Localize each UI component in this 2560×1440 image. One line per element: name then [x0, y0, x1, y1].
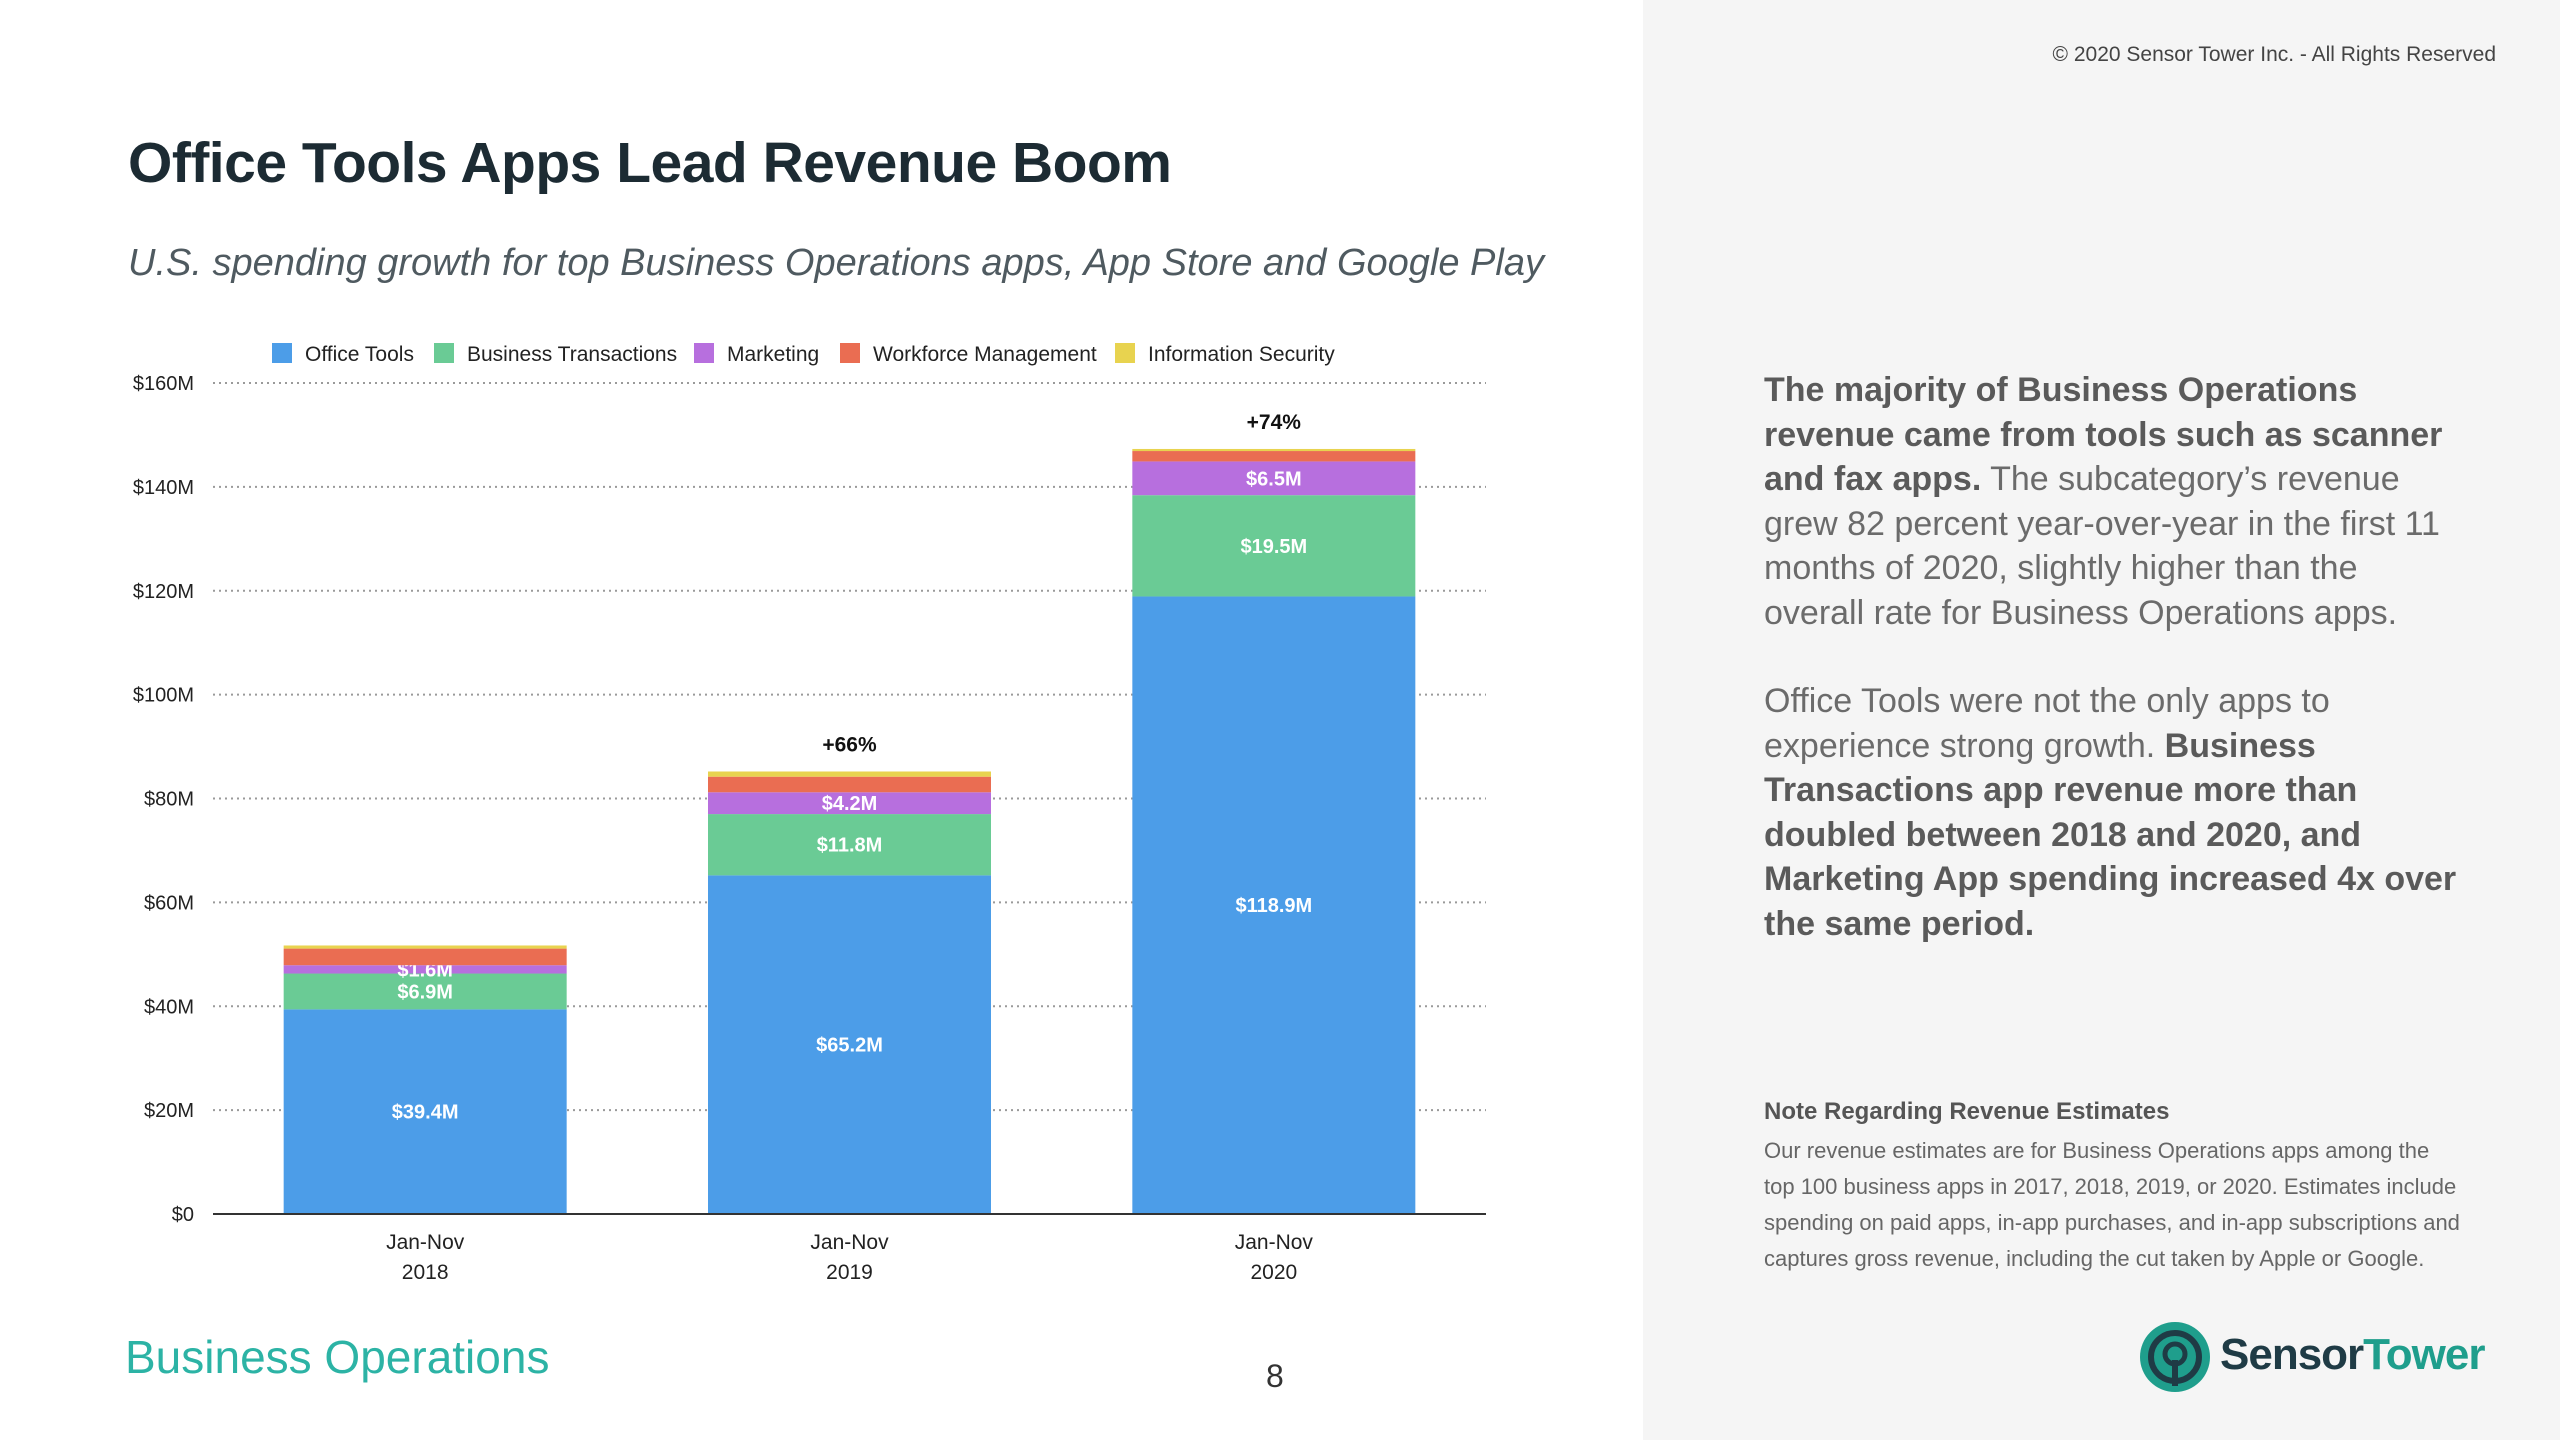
bar-data-label: $65.2M — [816, 1035, 883, 1057]
bar-segment — [708, 776, 991, 793]
commentary-p2-lead: Office Tools were not the only apps to e… — [1764, 682, 2330, 765]
commentary-paragraph-1: The majority of Business Operations reve… — [1764, 368, 2464, 635]
bar-data-label: $118.9M — [1235, 895, 1312, 917]
bar-segment — [283, 1009, 567, 1214]
legend-label: Business Transactions — [467, 343, 677, 366]
legend-swatch — [272, 343, 292, 363]
y-tick-label: $40M — [144, 996, 194, 1018]
x-tick-label: 2020 — [1250, 1261, 1297, 1284]
bar-segment — [1132, 448, 1416, 452]
logo-word-sensor: Sensor — [2220, 1330, 2364, 1379]
bar-data-label: $4.2M — [822, 793, 878, 815]
page-number: 8 — [1266, 1358, 1284, 1394]
note-title: Note Regarding Revenue Estimates — [1764, 1098, 2170, 1125]
sensor-tower-logo: SensorTower — [2140, 1318, 2485, 1398]
commentary-p2-bold: Business Transactions app revenue more t… — [1764, 726, 2457, 943]
legend-label: Marketing — [727, 343, 819, 366]
x-tick-label: 2018 — [402, 1261, 449, 1284]
y-tick-label: $20M — [144, 1100, 194, 1122]
bar-data-label: $6.9M — [397, 981, 453, 1003]
bar-segment — [708, 771, 991, 777]
y-tick-label: $160M — [133, 373, 194, 395]
legend-swatch — [1115, 343, 1135, 363]
legend-swatch — [840, 343, 860, 363]
bar-segment — [283, 965, 567, 974]
page-title: Office Tools Apps Lead Revenue Boom — [128, 131, 1172, 195]
bar-segment — [1132, 461, 1416, 496]
x-tick-label: Jan-Nov — [810, 1231, 889, 1254]
commentary-p1-rest: The subcategory’s revenue grew 82 percen… — [1764, 460, 2440, 632]
x-tick-label: Jan-Nov — [386, 1231, 465, 1254]
copyright-notice: © 2020 Sensor Tower Inc. - All Rights Re… — [2052, 43, 2496, 66]
x-tick-label: 2019 — [826, 1261, 873, 1284]
commentary-p1-bold: The majority of Business Operations reve… — [1764, 371, 2443, 498]
sensor-tower-wordmark: SensorTower — [2220, 1330, 2485, 1380]
commentary-paragraph-2: Office Tools were not the only apps to e… — [1764, 679, 2464, 946]
growth-label: +66% — [822, 733, 877, 756]
bar-data-label: $11.8M — [817, 835, 883, 857]
bar-segment — [1132, 495, 1416, 597]
sensor-tower-logo-icon — [2140, 1322, 2210, 1392]
legend-swatch — [434, 343, 454, 363]
bar-segment — [283, 945, 567, 949]
bar-data-label: $39.4M — [392, 1102, 459, 1124]
commentary-text: The majority of Business Operations reve… — [1764, 368, 2464, 990]
bar-segment — [283, 948, 567, 966]
page-subtitle: U.S. spending growth for top Business Op… — [128, 242, 1544, 284]
section-name: Business Operations — [125, 1331, 550, 1383]
y-tick-label: $120M — [133, 581, 194, 603]
bar-segment — [708, 875, 991, 1214]
legend-label: Information Security — [1148, 343, 1335, 366]
y-tick-label: $80M — [144, 789, 194, 811]
legend-label: Office Tools — [305, 343, 414, 366]
logo-word-tower: Tower — [2363, 1330, 2485, 1379]
commentary-panel — [1643, 0, 2560, 1440]
y-tick-label: $60M — [144, 892, 194, 914]
legend-swatch — [694, 343, 714, 363]
note-text: Our revenue estimates are for Business O… — [1764, 1138, 2460, 1271]
y-tick-label: $100M — [133, 685, 194, 707]
stacked-bar-chart: $0 $20M $40M $60M $80M $100M $120M $140M $160M $3… — [133, 343, 1486, 1284]
bar-data-label: $19.5M — [1240, 536, 1307, 558]
legend-label: Workforce Management — [873, 343, 1097, 366]
bar-segment — [708, 792, 991, 815]
bar-data-label: $6.5M — [1246, 468, 1302, 490]
y-tick-label: $140M — [133, 477, 194, 499]
bar-segment — [708, 814, 991, 876]
bar-segment — [283, 973, 567, 1010]
growth-label: +74% — [1247, 411, 1302, 434]
bar-segment — [1132, 596, 1416, 1214]
x-tick-label: Jan-Nov — [1235, 1231, 1314, 1254]
y-tick-label: $0 — [172, 1204, 194, 1226]
bar-segment — [1132, 451, 1416, 462]
